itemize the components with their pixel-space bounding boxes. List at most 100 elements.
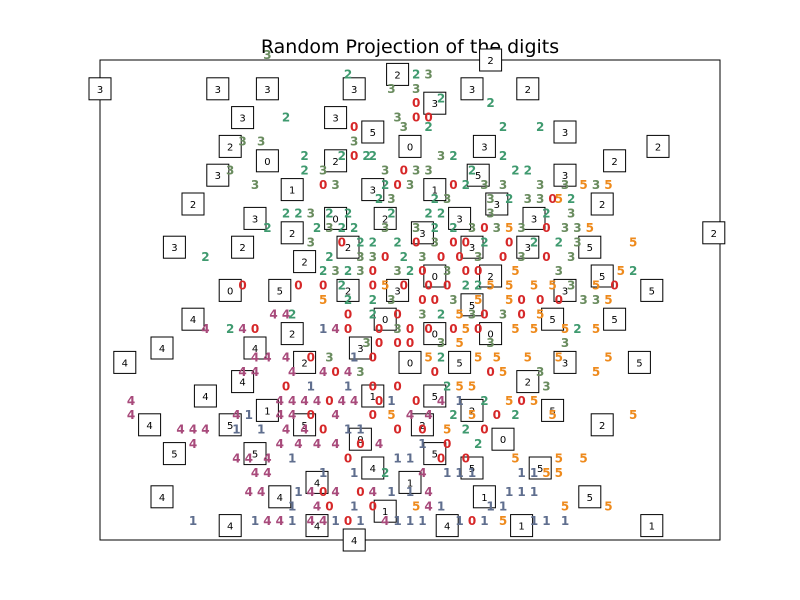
thumbnail-digit: 5: [537, 464, 543, 475]
thumbnail-box: [324, 149, 348, 173]
digit-point: 5: [424, 351, 432, 365]
digit-point: 5: [542, 466, 550, 480]
digit-point: 0: [431, 293, 439, 307]
digit-point: 2: [344, 293, 352, 307]
thumbnail-digit: 4: [122, 358, 128, 369]
digit-point: 2: [536, 120, 544, 134]
digit-point: 0: [424, 322, 432, 336]
digit-point: 5: [548, 408, 556, 422]
digit-point: 1: [393, 451, 401, 465]
digit-point: 5: [586, 221, 594, 235]
digit-point: 1: [251, 514, 259, 528]
digit-point: 4: [189, 437, 197, 451]
digit-thumbnail: 0: [398, 350, 422, 374]
thumbnail-digit: 0: [264, 157, 270, 168]
digit-thumbnail: 1: [510, 514, 534, 538]
digit-point: 0: [400, 163, 408, 177]
thumbnail-box: [423, 178, 447, 202]
digit-point: 1: [288, 451, 296, 465]
digit-point: 0: [331, 365, 339, 379]
digit-point: 2: [511, 163, 519, 177]
digit-thumbnail: 5: [361, 120, 385, 144]
digit-point: 3: [356, 250, 364, 264]
digit-point: 5: [530, 394, 538, 408]
digit-thumbnail: 2: [293, 250, 317, 274]
digit-point: 0: [449, 322, 457, 336]
digit-thumbnail: 0: [423, 264, 447, 288]
thumbnail-digit: 4: [227, 522, 233, 533]
digit-point: 0: [307, 408, 315, 422]
digit-point: 4: [331, 408, 339, 422]
digit-point: 4: [294, 437, 302, 451]
digit-point: 0: [406, 322, 414, 336]
digit-point: 0: [393, 423, 401, 437]
thumbnail-digit: 5: [370, 128, 376, 139]
digit-point: 2: [338, 221, 346, 235]
thumbnail-digit: 0: [332, 214, 338, 225]
digit-thumbnail: 3: [553, 120, 577, 144]
digit-point: 0: [505, 235, 513, 249]
thumbnail-box: [342, 528, 366, 552]
thumbnail-box: [553, 350, 577, 374]
thumbnail-box: [305, 514, 329, 538]
digit-thumbnail: 4: [193, 384, 217, 408]
digit-point: 4: [369, 485, 377, 499]
digit-point: 2: [350, 221, 358, 235]
digit-point: 1: [356, 423, 364, 437]
plot-area-frame: [99, 59, 721, 541]
digit-point: 0: [499, 250, 507, 264]
digit-point: 2: [294, 207, 302, 221]
digit-point: 5: [555, 451, 563, 465]
thumbnail-box: [448, 206, 472, 230]
digit-thumbnail: 3: [342, 77, 366, 101]
thumbnail-digit: 0: [432, 272, 438, 283]
thumbnail-digit: 1: [518, 522, 524, 533]
digit-point: 2: [431, 221, 439, 235]
digit-point: 4: [381, 514, 389, 528]
digit-thumbnail: 5: [293, 413, 317, 437]
digit-point: 3: [412, 221, 420, 235]
digit-thumbnail: 5: [466, 163, 490, 187]
digit-point: 2: [338, 149, 346, 163]
digit-point: 4: [331, 322, 339, 336]
digit-point: 4: [238, 322, 246, 336]
digit-point: 3: [536, 178, 544, 192]
thumbnail-box: [423, 264, 447, 288]
digit-point: 1: [344, 379, 352, 393]
digit-point: 4: [307, 485, 315, 499]
thumbnail-digit: 4: [239, 378, 245, 389]
digit-point: 0: [344, 451, 352, 465]
thumbnail-digit: 3: [562, 128, 568, 139]
digit-point: 3: [325, 221, 333, 235]
thumbnail-box: [324, 206, 348, 230]
digit-point: 0: [393, 379, 401, 393]
thumbnail-digit: 5: [469, 464, 475, 475]
thumbnail-digit: 5: [277, 286, 283, 297]
digit-point: 5: [387, 408, 395, 422]
digit-point: 2: [524, 163, 532, 177]
digit-point: 3: [592, 293, 600, 307]
digit-thumbnail: 2: [336, 278, 360, 302]
digit-point: 4: [375, 437, 383, 451]
digit-thumbnail: 2: [516, 77, 540, 101]
digit-point: 4: [232, 408, 240, 422]
digit-point: 2: [393, 235, 401, 249]
thumbnail-digit: 0: [407, 142, 413, 153]
thumbnail-box: [541, 307, 565, 331]
thumbnail-digit: 2: [487, 56, 493, 67]
digit-point: 0: [474, 322, 482, 336]
digit-point: 1: [455, 394, 463, 408]
thumbnail-box: [150, 336, 174, 360]
digit-point: 1: [350, 466, 358, 480]
digit-point: 0: [369, 351, 377, 365]
digit-point: 3: [400, 120, 408, 134]
digit-point: 3: [307, 207, 315, 221]
thumbnail-box: [361, 456, 385, 480]
digit-point: 2: [313, 221, 321, 235]
digit-point: 0: [443, 279, 451, 293]
digit-point: 2: [300, 149, 308, 163]
digit-point: 1: [257, 423, 265, 437]
digit-thumbnail: 3: [361, 178, 385, 202]
digit-point: 0: [431, 365, 439, 379]
digit-point: 2: [325, 250, 333, 264]
